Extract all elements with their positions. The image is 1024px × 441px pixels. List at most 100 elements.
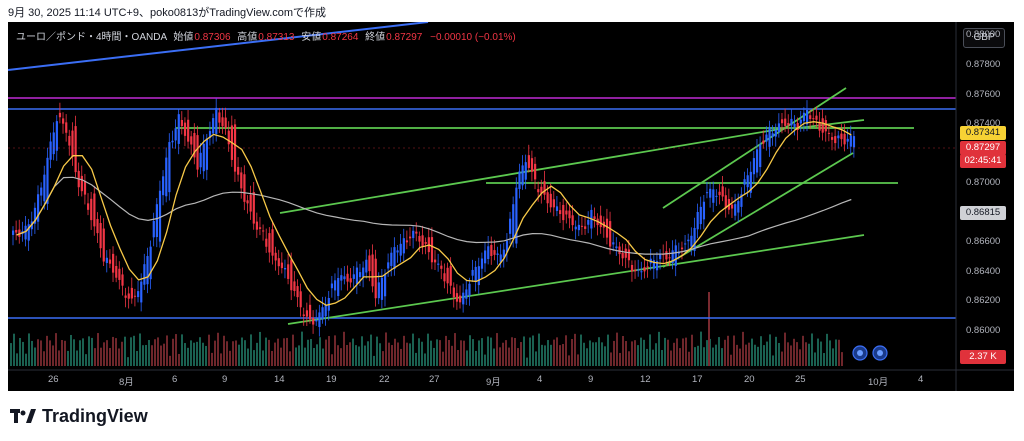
price-chart[interactable] [8, 22, 1014, 391]
candle [183, 122, 187, 136]
indicator-badge-dot-icon [877, 350, 883, 356]
volume-bar [46, 335, 48, 366]
candle [537, 189, 540, 193]
candle [243, 174, 246, 202]
volume-bar [415, 352, 417, 366]
volume-bar [439, 340, 441, 366]
volume-bar [565, 335, 567, 366]
candle [418, 236, 421, 242]
candle [305, 310, 309, 317]
candle [743, 179, 746, 185]
volume-bar [220, 353, 222, 366]
chart-area[interactable]: ユーロ／ポンド・4時間・OANDA 始値0.87306 高値0.87313 安値… [8, 22, 1014, 391]
volume-tag: 2.37 K [960, 350, 1006, 364]
volume-bar [457, 350, 459, 366]
time-axis-label: 4 [537, 374, 543, 385]
candle [224, 117, 227, 128]
symbol-title[interactable]: ユーロ／ポンド・4時間・OANDA [16, 32, 167, 43]
volume-bar [427, 333, 429, 366]
candle [349, 278, 352, 283]
tradingview-logo[interactable]: TradingView [10, 405, 148, 427]
candle [593, 216, 596, 220]
candle [168, 142, 171, 193]
volume-bar [664, 337, 666, 366]
candle [249, 194, 252, 212]
volume-bar [592, 342, 594, 366]
candle [12, 230, 15, 235]
candle [759, 144, 762, 168]
volume-bar [223, 335, 225, 366]
volume-bar [688, 351, 690, 366]
candle [283, 267, 287, 270]
volume-bar [781, 351, 783, 366]
volume-bar [430, 340, 432, 366]
candle [465, 289, 468, 299]
candle [402, 238, 405, 254]
candle [140, 281, 143, 303]
volume-bar [313, 347, 315, 366]
candle [390, 252, 393, 267]
candle [777, 123, 781, 132]
volume-bar [643, 339, 645, 366]
candle [40, 187, 43, 196]
volume-bar [40, 340, 42, 366]
volume-bar [130, 337, 132, 366]
candle [834, 136, 837, 144]
candle [415, 231, 418, 234]
candle [724, 195, 727, 209]
candle [462, 292, 465, 305]
volume-bar [472, 339, 474, 366]
candle [730, 204, 734, 209]
candle [52, 132, 55, 155]
volume-bar [712, 347, 714, 366]
candle [793, 123, 796, 127]
volume-bar [655, 343, 657, 366]
candle [715, 195, 718, 197]
volume-bar [196, 341, 198, 366]
candle [102, 228, 105, 262]
candle [787, 122, 790, 126]
time-axis-label: 22 [379, 374, 390, 385]
candle [452, 287, 455, 298]
volume-bar [175, 334, 177, 366]
candle [555, 206, 559, 211]
volume-bar [58, 350, 60, 366]
volume-bar [340, 348, 342, 366]
time-axis-label: 4 [918, 374, 924, 385]
candle [58, 112, 62, 118]
candle [771, 133, 774, 137]
time-axis-label: 25 [795, 374, 806, 385]
volume-bar [838, 339, 840, 366]
volume-bar [481, 338, 483, 366]
volume-bar [823, 353, 825, 366]
volume-bar [403, 335, 405, 366]
currency-button[interactable]: GBP [963, 28, 1005, 48]
open-label: 始値 [173, 32, 194, 43]
volume-bar [496, 333, 498, 366]
volume-bar [754, 344, 756, 366]
time-axis-label: 12 [640, 374, 651, 385]
candle [18, 229, 21, 237]
volume-bar [520, 342, 522, 366]
volume-bar [154, 339, 156, 366]
volume-bar [334, 335, 336, 366]
candle [277, 258, 280, 267]
time-axis-label: 26 [48, 374, 59, 385]
candle [796, 123, 799, 131]
volume-bar [145, 344, 147, 366]
candle [518, 171, 521, 190]
candle [352, 274, 355, 279]
candle [515, 187, 518, 244]
candle [709, 188, 712, 198]
close-label: 終値 [365, 32, 386, 43]
volume-bar [460, 340, 462, 366]
volume-bar [469, 335, 471, 366]
candle [502, 249, 505, 258]
volume-bar [775, 336, 777, 366]
candle [287, 264, 290, 279]
candle [837, 135, 840, 139]
volume-bar [826, 333, 828, 366]
volume-bar [190, 340, 192, 366]
candle [499, 254, 502, 263]
volume-bar [700, 331, 702, 366]
